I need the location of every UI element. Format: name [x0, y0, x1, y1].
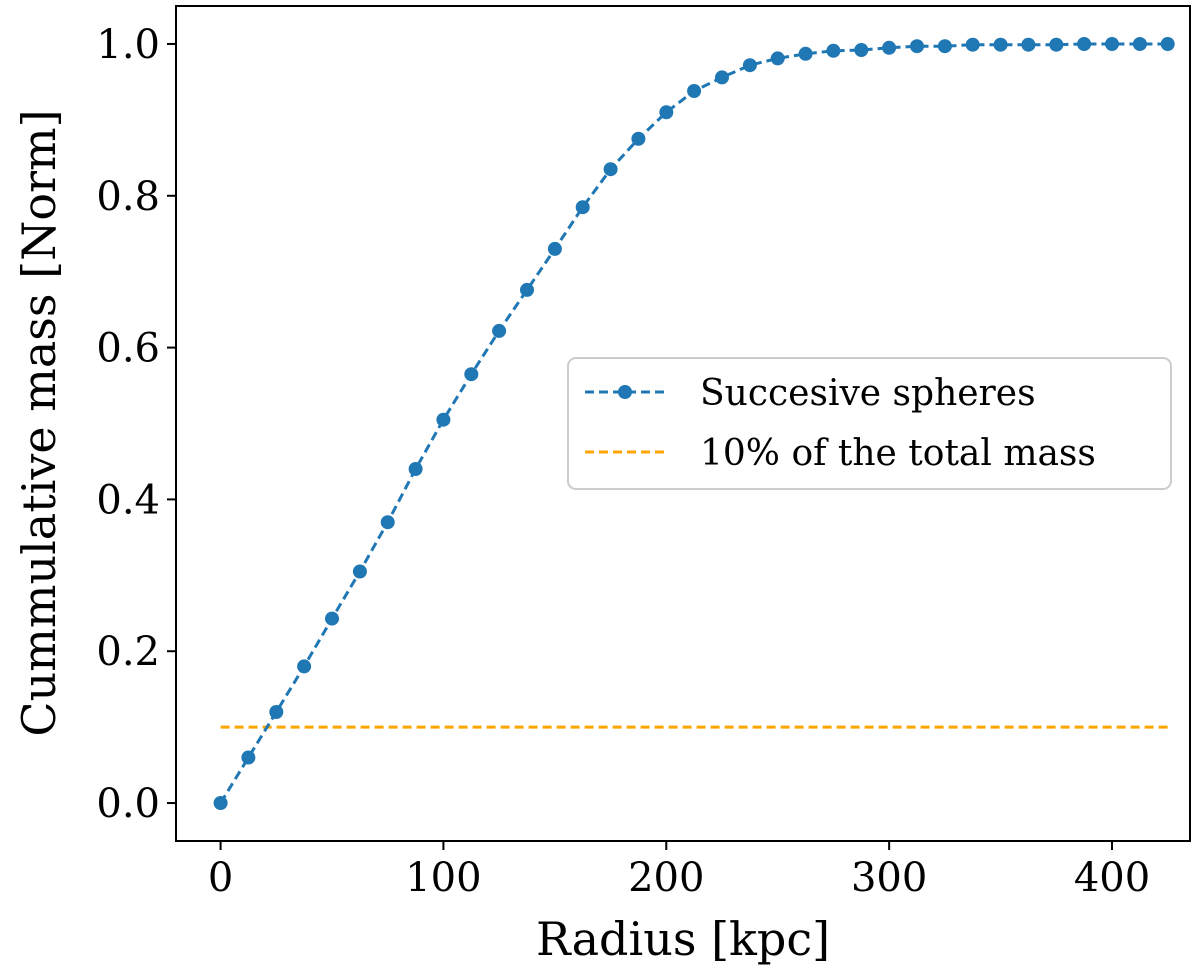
- data-point: [1077, 37, 1092, 51]
- y-tick-label: 1.0: [96, 22, 160, 68]
- data-point: [798, 46, 813, 61]
- y-axis-label: Cummulative mass [Norm]: [12, 109, 66, 736]
- data-point: [1021, 37, 1036, 52]
- legend-label-succesive-spheres: Succesive spheres: [700, 373, 1036, 414]
- data-point: [575, 200, 590, 215]
- data-point: [436, 412, 451, 427]
- legend-marker-succesive-spheres: [618, 385, 632, 399]
- y-tick-label: 0.0: [96, 781, 160, 827]
- x-tick-label: 200: [628, 855, 704, 901]
- y-tick-label: 0.2: [96, 629, 160, 675]
- legend-label-10-percent-total-mass: 10% of the total mass: [700, 433, 1096, 474]
- data-point: [937, 39, 952, 54]
- data-point: [464, 367, 479, 382]
- y-tick-label: 0.8: [96, 174, 160, 220]
- data-point: [1132, 37, 1147, 51]
- legend-box: [567, 357, 1172, 490]
- x-tick-label: 0: [208, 855, 233, 901]
- data-point: [826, 43, 841, 58]
- axes-frame: [175, 5, 1191, 842]
- data-point: [659, 105, 674, 120]
- y-tick-label: 0.6: [96, 326, 160, 372]
- x-tick-label: 100: [405, 855, 481, 901]
- x-tick-label: 300: [851, 855, 927, 901]
- data-point: [603, 162, 618, 177]
- data-point: [380, 515, 395, 530]
- data-point: [325, 611, 339, 626]
- data-point: [520, 282, 534, 297]
- legend: Succesive spheres 10% of the total mass: [567, 357, 1172, 490]
- data-point: [910, 39, 924, 54]
- x-tick-label: 400: [1074, 855, 1150, 901]
- data-point: [631, 131, 646, 146]
- ticks-layer: 0 100 200 300 400 0.0 0.2 0.4 0.6 0.8 1.0: [96, 22, 1150, 901]
- data-point: [352, 564, 367, 579]
- data-point: [1160, 37, 1175, 51]
- data-point: [882, 40, 897, 55]
- data-point: [770, 51, 785, 66]
- data-point: [1049, 37, 1064, 52]
- data-point: [213, 796, 228, 810]
- data-point: [715, 70, 729, 85]
- data-point: [297, 659, 312, 674]
- data-point: [854, 43, 869, 57]
- series-layer: [213, 37, 1175, 810]
- y-tick-label: 0.4: [96, 477, 160, 523]
- data-point: [742, 58, 757, 73]
- data-point: [269, 705, 284, 719]
- data-point: [1105, 37, 1119, 51]
- data-point: [241, 750, 256, 765]
- data-point: [408, 462, 423, 476]
- x-axis-label: Radius [kpc]: [536, 912, 830, 966]
- data-point: [965, 37, 980, 52]
- data-point: [547, 241, 562, 256]
- data-point: [687, 84, 702, 98]
- data-point: [993, 37, 1008, 52]
- data-point: [492, 323, 507, 338]
